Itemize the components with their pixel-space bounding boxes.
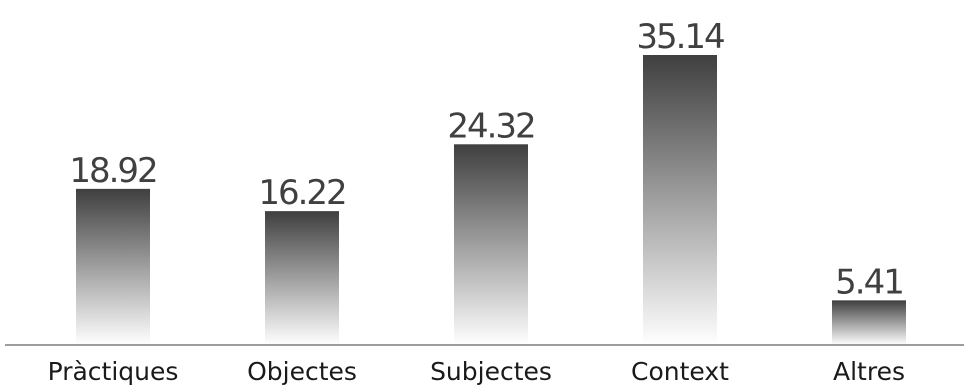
bar-1 bbox=[265, 211, 339, 345]
bar-2 bbox=[454, 144, 528, 345]
bar-4 bbox=[832, 300, 906, 345]
category-label-1: Objectes bbox=[247, 357, 357, 385]
category-label-3: Context bbox=[631, 357, 729, 385]
category-label-4: Altres bbox=[833, 357, 905, 385]
value-label-3: 35.14 bbox=[636, 17, 724, 57]
category-label-2: Subjectes bbox=[430, 357, 552, 385]
bar-0 bbox=[76, 188, 150, 345]
value-labels-group: 18.92 16.22 24.32 35.14 5.41 bbox=[69, 17, 905, 302]
bar-3 bbox=[643, 55, 717, 345]
value-label-1: 16.22 bbox=[258, 173, 345, 213]
category-labels-group: Pràctiques Objectes Subjectes Context Altres bbox=[48, 357, 905, 385]
value-label-0: 18.92 bbox=[69, 151, 156, 191]
category-label-0: Pràctiques bbox=[48, 357, 179, 385]
value-label-4: 5.41 bbox=[835, 262, 903, 302]
value-label-2: 24.32 bbox=[447, 106, 534, 146]
bars-group bbox=[76, 55, 906, 345]
